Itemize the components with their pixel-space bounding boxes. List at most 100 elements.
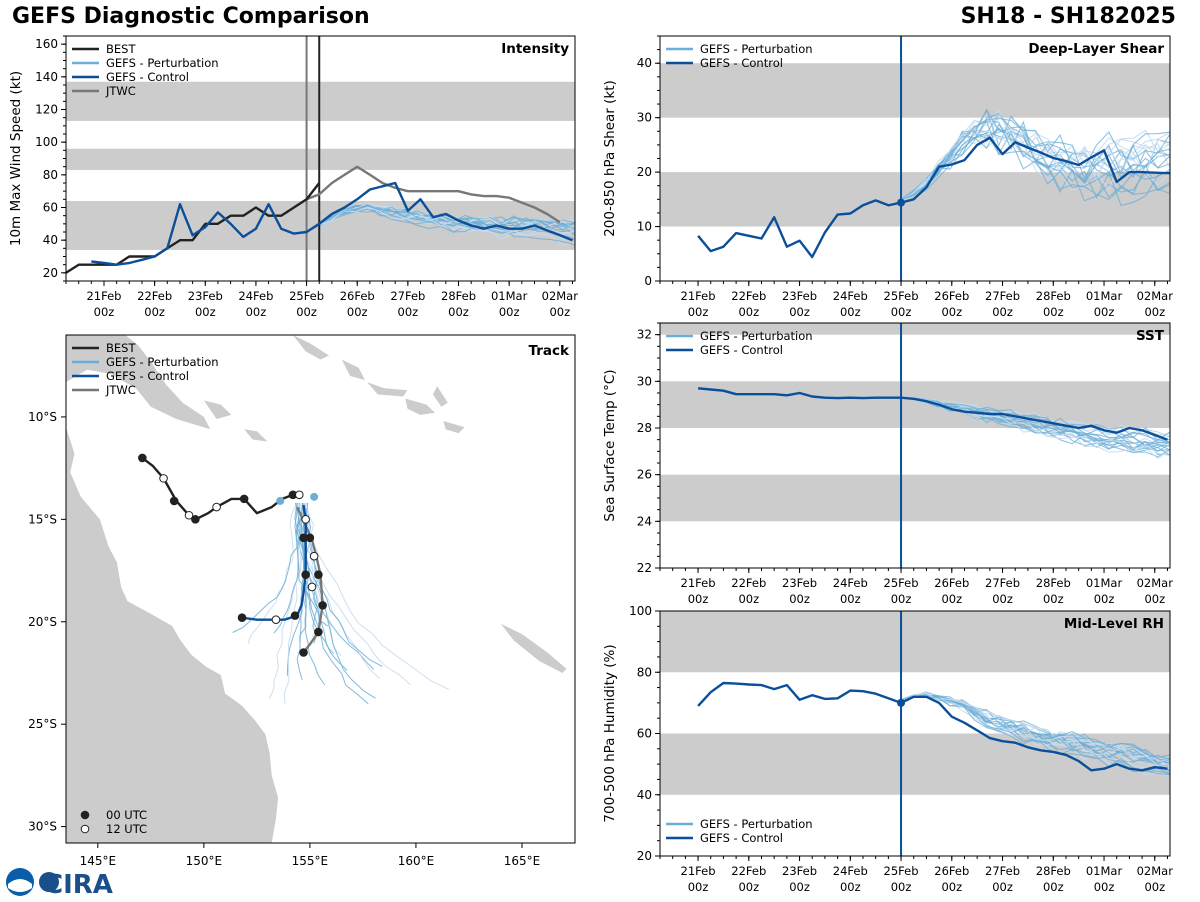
marker-12utc bbox=[184, 510, 194, 520]
x-tick-label-date: 01Mar bbox=[1086, 576, 1123, 590]
category-band bbox=[660, 323, 1170, 335]
y-tick-label: 25°S bbox=[28, 717, 57, 731]
x-tick-label: 155°E bbox=[292, 854, 329, 868]
legend-label: GEFS - Perturbation bbox=[700, 329, 813, 343]
malaita-land bbox=[432, 386, 448, 407]
x-tick-label-hour: 00z bbox=[738, 305, 759, 319]
panel-title: Deep-Layer Shear bbox=[1028, 41, 1164, 57]
init-point bbox=[897, 198, 906, 207]
legend-label: BEST bbox=[106, 42, 136, 56]
category-band bbox=[660, 474, 1170, 522]
x-tick-label-hour: 00z bbox=[398, 305, 419, 319]
legend-label: 12 UTC bbox=[106, 822, 147, 836]
y-axis-label: Sea Surface Temp (°C) bbox=[602, 369, 618, 521]
x-tick-label-date: 26Feb bbox=[340, 289, 375, 303]
y-axis-label: 700-500 hPa Humidity (%) bbox=[602, 644, 618, 822]
y-tick-label: 22 bbox=[637, 561, 652, 575]
y-tick-label: 20 bbox=[43, 266, 58, 280]
y-tick-label: 100 bbox=[629, 604, 652, 618]
x-tick-label-date: 02Mar bbox=[1137, 864, 1174, 878]
marker-00utc bbox=[299, 533, 308, 543]
legend-label: BEST bbox=[106, 341, 136, 355]
axes-frame bbox=[65, 334, 576, 844]
x-tick-label-date: 26Feb bbox=[934, 289, 969, 303]
y-tick-label: 30 bbox=[637, 374, 652, 388]
marker-00utc bbox=[301, 570, 310, 579]
perturbation-track bbox=[303, 502, 321, 637]
rh-panel: 20 40 60 80 100 21Feb 00z 22Feb 00z 23Feb 00z 24Feb… bbox=[602, 604, 1173, 894]
x-tick-label-hour: 00z bbox=[688, 305, 709, 319]
x-tick-label-hour: 00z bbox=[688, 592, 709, 606]
x-tick-label-hour: 00z bbox=[891, 305, 912, 319]
marker-12utc bbox=[309, 551, 319, 561]
x-tick-label-date: 25Feb bbox=[884, 289, 919, 303]
x-tick-label-date: 23Feb bbox=[782, 576, 817, 590]
x-tick-label-date: 01Mar bbox=[1086, 289, 1123, 303]
shear-panel: 0 10 20 30 40 21Feb 00z 22Feb 00z 23Feb 00z 24Feb 00… bbox=[602, 35, 1174, 319]
x-tick-label-date: 23Feb bbox=[782, 864, 817, 878]
x-tick-label-hour: 00z bbox=[840, 592, 861, 606]
x-tick-label-hour: 00z bbox=[1094, 592, 1115, 606]
x-tick-label-date: 22Feb bbox=[731, 576, 766, 590]
perturbation-member-line bbox=[900, 118, 1170, 200]
panel-title: Intensity bbox=[501, 41, 569, 57]
legend-label: GEFS - Control bbox=[106, 70, 189, 84]
x-tick-label-date: 02Mar bbox=[542, 289, 579, 303]
x-tick-label-hour: 00z bbox=[1144, 305, 1165, 319]
x-tick-label-hour: 00z bbox=[738, 880, 759, 894]
x-tick-label-hour: 00z bbox=[1043, 305, 1064, 319]
y-tick-label: 20 bbox=[637, 165, 652, 179]
x-tick-label-hour: 00z bbox=[840, 880, 861, 894]
perturbation-member-line bbox=[900, 695, 1170, 774]
noaa-wave-icon bbox=[8, 879, 32, 892]
x-tick-label-hour: 00z bbox=[448, 305, 469, 319]
x-tick-label-date: 26Feb bbox=[934, 576, 969, 590]
track-panel: 145°E 150°E 155°E 160°E 165°E 10°S 15°S 20°S 25°… bbox=[28, 334, 576, 868]
jtwc-line bbox=[306, 165, 561, 224]
best-track bbox=[141, 456, 300, 521]
x-tick-label-date: 27Feb bbox=[985, 576, 1020, 590]
y-axis-label: 200-850 hPa Shear (kt) bbox=[602, 80, 618, 237]
x-tick-label-date: 24Feb bbox=[833, 576, 868, 590]
category-band bbox=[660, 611, 1170, 673]
category-band bbox=[66, 148, 575, 170]
x-tick-label-hour: 00z bbox=[941, 305, 962, 319]
new-caledonia-land bbox=[500, 623, 567, 673]
x-tick-label-date: 28Feb bbox=[1036, 576, 1071, 590]
marker-12utc bbox=[212, 502, 221, 512]
x-tick-label-date: 02Mar bbox=[1137, 289, 1174, 303]
map-area bbox=[66, 335, 567, 843]
x-tick-label-hour: 00z bbox=[246, 305, 267, 319]
intensity-panel: 20 40 60 80 100 120 140 160 21Feb 00z 22Feb 00z 23Fe… bbox=[8, 35, 579, 319]
marker-12utc bbox=[159, 474, 168, 483]
marker-12utc bbox=[271, 615, 281, 625]
y-tick-label: 40 bbox=[637, 788, 652, 802]
perturbation-marker bbox=[310, 492, 319, 501]
x-tick-label-date: 24Feb bbox=[238, 289, 273, 303]
x-tick-label-hour: 00z bbox=[549, 305, 570, 319]
legend-label: GEFS - Control bbox=[700, 56, 783, 70]
x-tick-label-hour: 00z bbox=[1043, 592, 1064, 606]
legend-label: GEFS - Control bbox=[700, 343, 783, 357]
y-tick-label: 20°S bbox=[28, 615, 57, 629]
y-tick-label: 160 bbox=[35, 37, 58, 51]
perturbation-track bbox=[295, 502, 348, 671]
new-guinea-land bbox=[66, 335, 211, 430]
legend-label: GEFS - Control bbox=[106, 369, 189, 383]
x-tick-label-hour: 00z bbox=[94, 305, 115, 319]
x-tick-label-date: 27Feb bbox=[985, 864, 1020, 878]
x-tick-label-hour: 00z bbox=[1043, 880, 1064, 894]
x-tick-label-hour: 00z bbox=[789, 592, 810, 606]
x-tick-label-hour: 00z bbox=[789, 880, 810, 894]
makira-land bbox=[443, 421, 465, 434]
panel-title: SST bbox=[1136, 328, 1165, 344]
solomon-island-land bbox=[367, 382, 408, 397]
x-tick-label-date: 26Feb bbox=[934, 864, 969, 878]
marker-00utc bbox=[290, 611, 300, 620]
legend-marker bbox=[80, 810, 90, 820]
x-tick-label-hour: 00z bbox=[499, 305, 520, 319]
y-tick-label: 140 bbox=[35, 70, 58, 84]
solomon-island-land bbox=[341, 359, 365, 381]
x-tick-label: 145°E bbox=[80, 854, 117, 868]
y-tick-label: 40 bbox=[637, 56, 652, 70]
